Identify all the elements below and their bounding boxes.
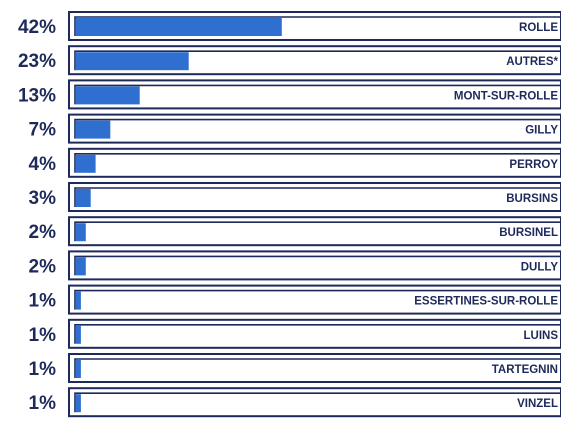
bar — [76, 360, 81, 378]
value-label: 23% — [18, 51, 56, 72]
value-label: 2% — [29, 256, 57, 277]
bar-track — [74, 392, 561, 413]
value-label: 1% — [29, 291, 57, 312]
bar — [76, 223, 86, 242]
category-label: DULLY — [521, 261, 559, 273]
bar-row-bursinel: 2% BURSINEL — [29, 216, 561, 247]
bar-row-gilly: 7% GILLY — [29, 113, 561, 144]
bar — [76, 394, 81, 413]
value-label: 1% — [29, 325, 57, 346]
category-label: TARTEGNIN — [492, 364, 558, 376]
bar-row-vinzel: 1% VINZEL — [29, 387, 561, 418]
bar — [76, 257, 86, 276]
value-label: 4% — [29, 154, 57, 175]
bar-row-tartegnin: 1% TARTEGNIN — [29, 353, 561, 383]
bar-track — [74, 255, 561, 276]
bar-track — [74, 358, 561, 378]
bar-track — [74, 289, 561, 310]
bar — [76, 52, 189, 71]
bar-row-mont-sur-rolle: 13% MONT-SUR-ROLLE — [18, 79, 561, 110]
category-label: ROLLE — [519, 22, 558, 34]
bar-track — [74, 153, 561, 173]
category-label: VINZEL — [517, 398, 558, 410]
category-label: GILLY — [525, 125, 558, 137]
value-label: 13% — [18, 85, 56, 106]
bar — [76, 189, 91, 207]
bar-row-essertines-sur-rolle: 1% ESSERTINES-SUR-ROLLE — [29, 284, 561, 315]
bar-track — [74, 16, 561, 36]
bar-track — [74, 221, 561, 242]
category-label: AUTRES* — [506, 56, 558, 68]
bar — [76, 18, 282, 36]
category-label: BURSINEL — [499, 227, 558, 239]
bar-row-dully: 2% DULLY — [29, 250, 561, 281]
value-label: 1% — [29, 359, 57, 380]
bar-row-bursins: 3% BURSINS — [29, 182, 561, 212]
bar-track — [74, 50, 561, 71]
bar-track — [74, 324, 561, 344]
value-label: 3% — [29, 188, 57, 209]
bar-row-autres: 23% AUTRES* — [18, 45, 561, 76]
category-label: LUINS — [524, 330, 559, 342]
bar-row-luins: 1% LUINS — [29, 318, 561, 349]
bar-rows: 42% ROLLE 23% AUTRES* 13% MONT-SUR-ROLLE 7% GIL… — [18, 11, 561, 418]
bar — [76, 154, 96, 173]
category-label: MONT-SUR-ROLLE — [454, 90, 558, 102]
bar — [76, 120, 111, 139]
bar-track — [74, 187, 561, 207]
category-label: ESSERTINES-SUR-ROLLE — [414, 296, 558, 308]
value-label: 7% — [29, 120, 57, 141]
value-label: 1% — [29, 393, 57, 414]
bar-track — [74, 84, 561, 105]
bar-track — [74, 118, 561, 139]
bar-row-perroy: 4% PERROY — [29, 147, 561, 178]
value-label: 2% — [29, 222, 57, 243]
bar — [76, 291, 81, 310]
bar — [76, 325, 81, 344]
bar-row-rolle: 42% ROLLE — [18, 11, 561, 41]
category-label: BURSINS — [506, 193, 558, 205]
value-label: 42% — [18, 17, 56, 38]
category-label: PERROY — [509, 159, 558, 171]
bar — [76, 86, 140, 105]
